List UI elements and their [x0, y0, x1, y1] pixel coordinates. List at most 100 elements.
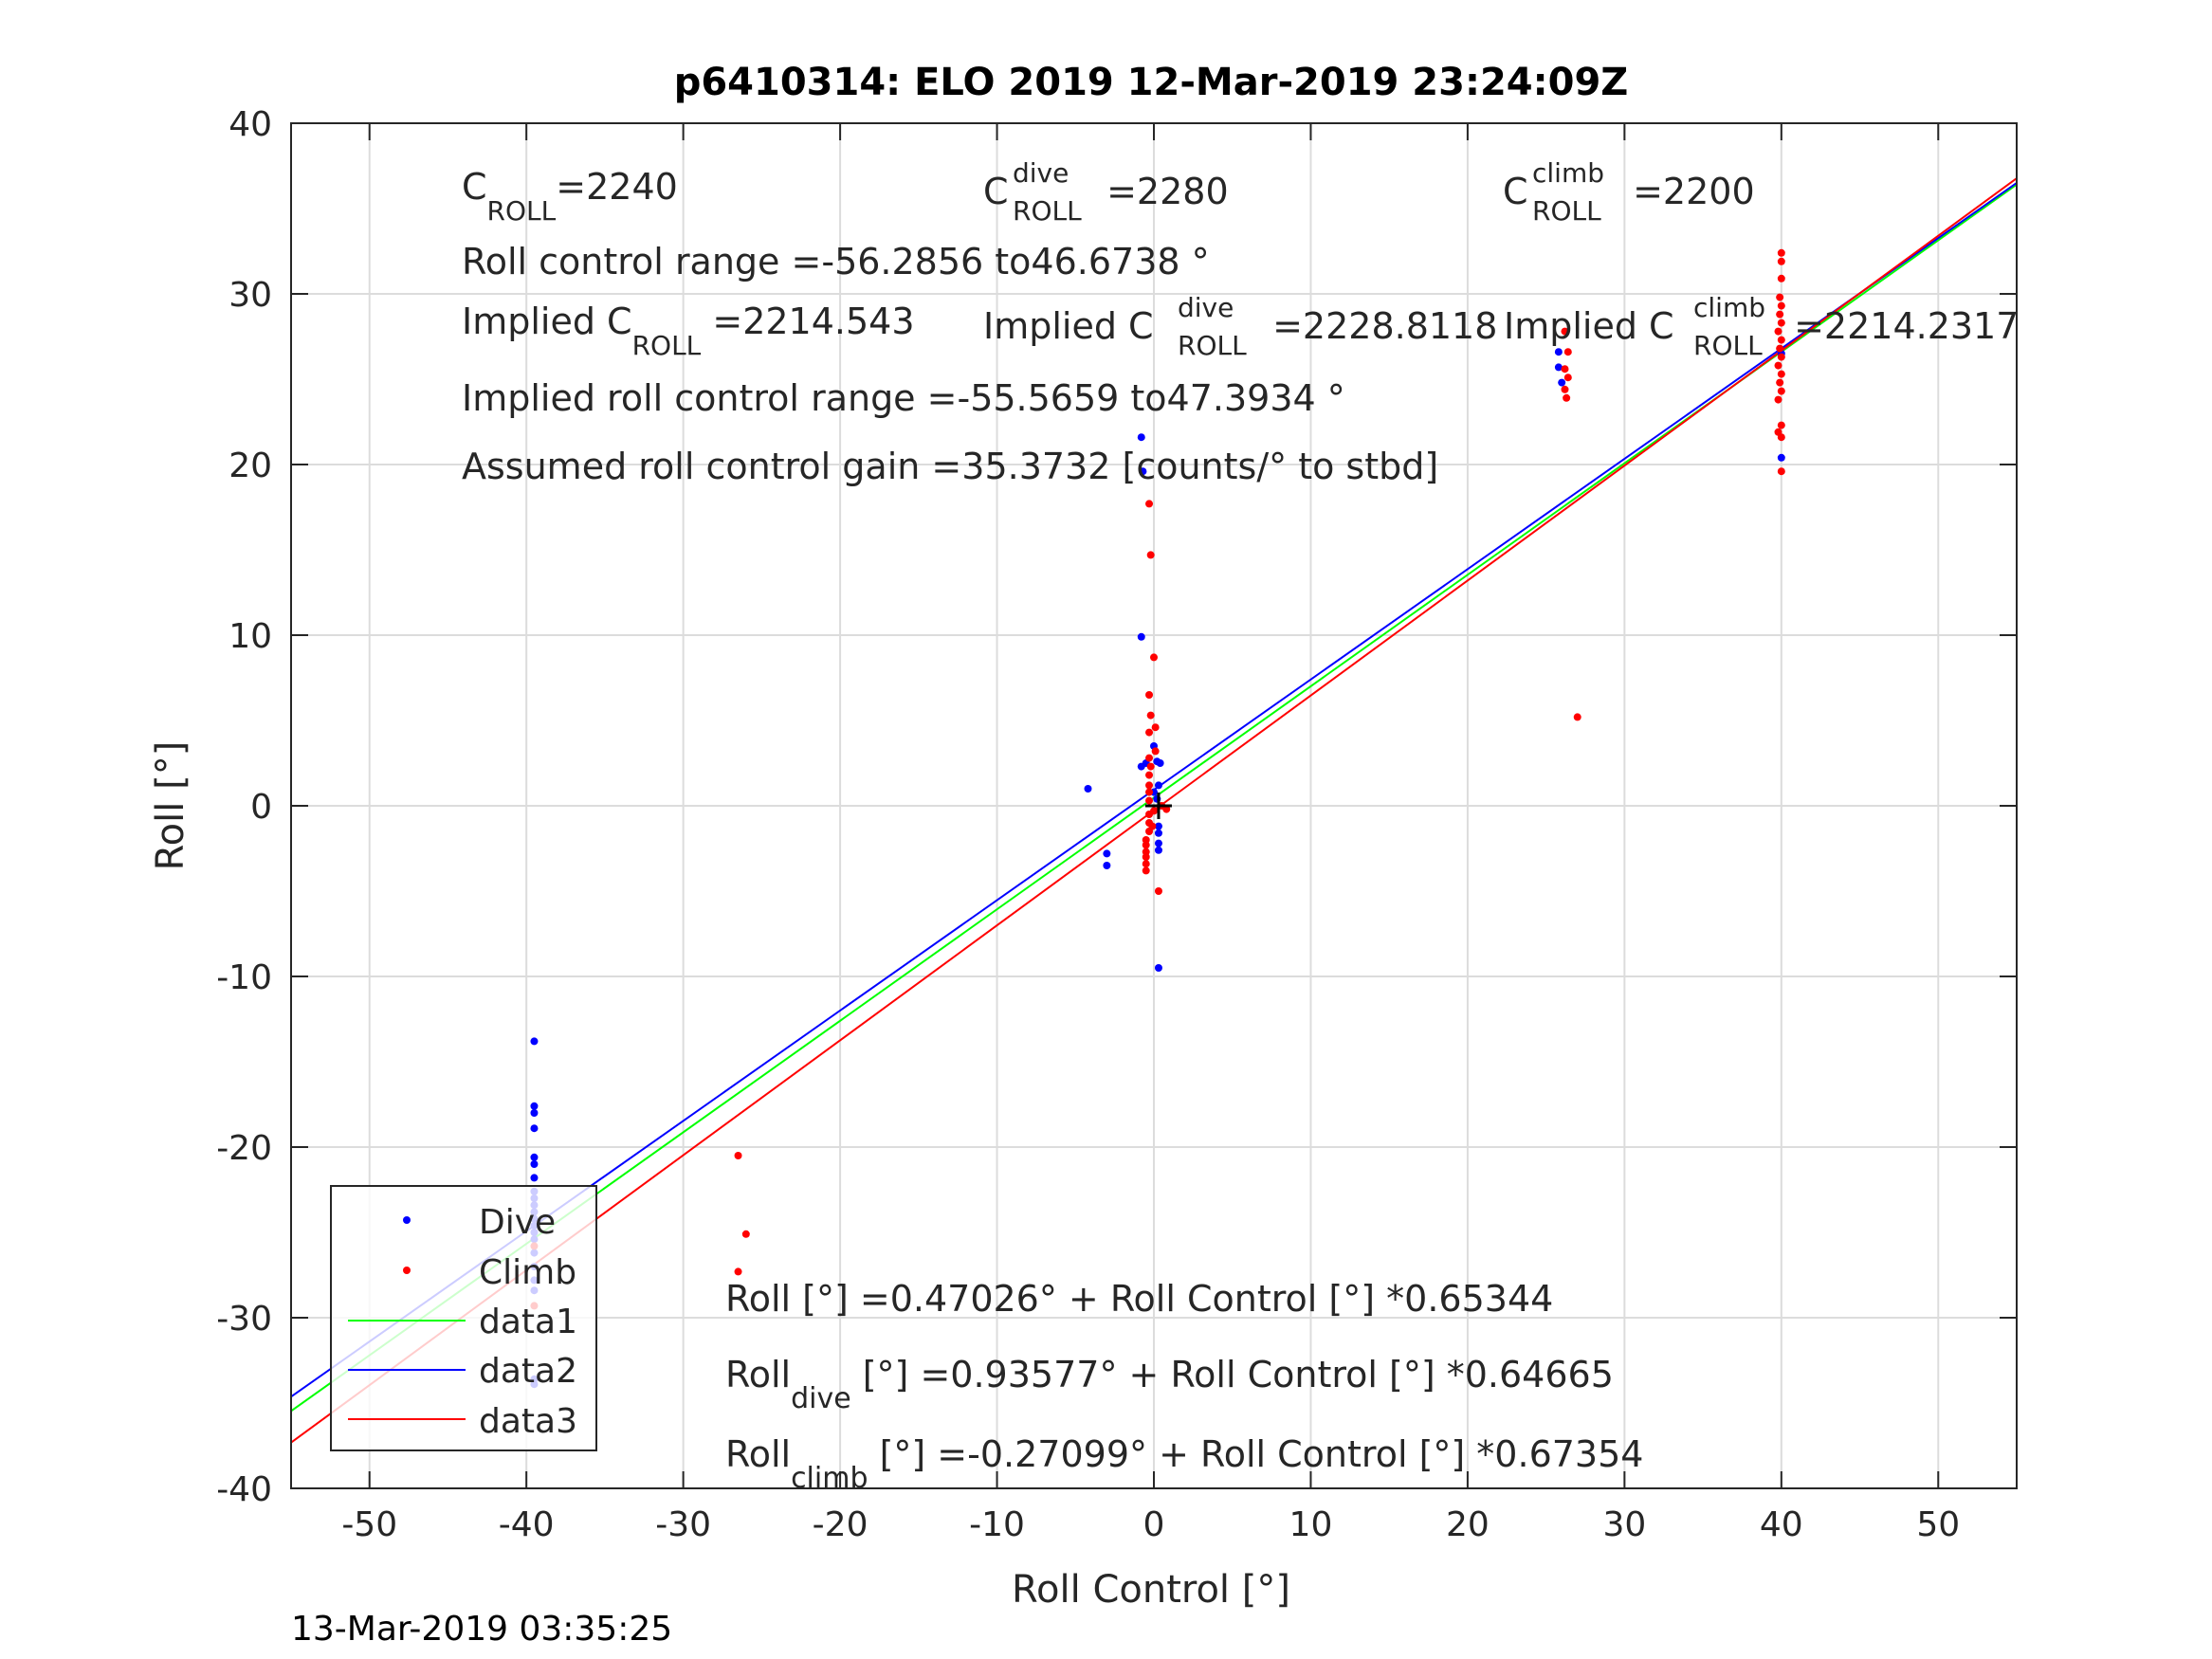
dive-point [1154, 822, 1162, 830]
legend-dive-label: Dive [479, 1203, 556, 1242]
climb-point [1151, 747, 1160, 756]
x-tick-label: 40 [1760, 1505, 1803, 1544]
climb-point [1776, 344, 1784, 353]
x-tick-label: 50 [1916, 1505, 1960, 1544]
x-tick-label: 0 [1143, 1505, 1165, 1544]
climb-point [1142, 853, 1150, 861]
climb-point [1146, 551, 1155, 559]
legend-dive-marker [403, 1216, 411, 1224]
climb-point [1776, 378, 1784, 387]
dive-point [1103, 862, 1111, 869]
climb-point [1777, 433, 1785, 442]
climb-point [1146, 762, 1155, 771]
climb-point [1146, 711, 1155, 720]
climb-point [1563, 374, 1572, 382]
y-axis-label: Roll [°] [149, 741, 192, 871]
climb-point [734, 1152, 742, 1159]
legend-climb-marker [403, 1267, 411, 1274]
climb-point [1563, 348, 1572, 356]
dive-point [1139, 467, 1147, 476]
y-tick-label: 20 [229, 447, 272, 485]
gain-text: Assumed roll control gain =35.3732 [coun… [462, 446, 1438, 487]
fit-all-text: Roll [°] =0.47026° + Roll Control [°] *0… [725, 1278, 1553, 1320]
y-tick-label: 10 [229, 617, 272, 656]
axes [290, 122, 2018, 1489]
climb-point [1145, 728, 1154, 737]
climb-point [1150, 653, 1158, 662]
climb-point [1777, 319, 1785, 327]
climb-point [1777, 248, 1785, 257]
c-roll-annotation: CROLL=2240 [462, 166, 678, 227]
climb-point [1561, 365, 1569, 374]
climb-point [1563, 393, 1571, 402]
y-tick-labels: -40 -30 -20 -10 0 10 20 30 40 [216, 105, 272, 1509]
dive-point [1558, 378, 1566, 387]
y-tick-label: -40 [216, 1470, 272, 1509]
implied-c-roll-text: Implied CROLL =2214.543 [462, 301, 915, 361]
x-axis-label: Roll Control [°] [1012, 1568, 1290, 1612]
y-tick-label: 40 [229, 105, 272, 144]
climb-point [1774, 327, 1782, 336]
y-tick-label: -30 [216, 1300, 272, 1339]
dive-point [530, 1037, 539, 1046]
climb-point [1774, 395, 1782, 404]
climb-point [1777, 467, 1785, 476]
climb-point [1150, 807, 1158, 815]
y-tick-label: 0 [250, 788, 272, 827]
dive-point [530, 1109, 539, 1117]
legend-climb-label: Climb [479, 1253, 576, 1292]
x-tick-label: -50 [341, 1505, 397, 1544]
x-tick-labels: -50 -40 -30 -20 -10 0 10 20 30 40 50 [341, 1505, 1960, 1544]
legend: Dive Climb data1 data2 data3 [330, 1185, 597, 1451]
x-tick-label: 20 [1446, 1505, 1490, 1544]
dive-point [1154, 781, 1162, 790]
legend-data2-label: data2 [479, 1352, 577, 1391]
dive-point [1137, 632, 1145, 641]
dive-point [1777, 453, 1785, 462]
dive-point [1554, 363, 1563, 372]
y-tick-label: 30 [229, 276, 272, 315]
climb-point [1151, 723, 1160, 732]
climb-point [1777, 353, 1785, 361]
dive-point [1154, 829, 1162, 837]
climb-point [1145, 771, 1154, 779]
fit-climb-text: Rollclimb [°] =-0.27099° + Roll Control … [725, 1433, 1643, 1495]
climb-point [1573, 713, 1581, 721]
climb-point [1561, 327, 1569, 336]
dive-point [530, 1160, 539, 1168]
dive-point [530, 1102, 539, 1110]
climb-point [1776, 310, 1784, 319]
dive-point [1156, 759, 1164, 767]
chart-title: p6410314: ELO 2019 12-Mar-2019 23:24:09Z [674, 61, 1629, 104]
dive-point [1084, 785, 1092, 793]
roll-control-range-text: Roll control range =-56.2856 to46.6738 ° [462, 241, 1210, 283]
dive-point [530, 1124, 539, 1133]
x-tick-label: -10 [969, 1505, 1025, 1544]
climb-point [1142, 866, 1150, 875]
dive-point [1554, 348, 1563, 356]
dive-point [530, 1174, 539, 1182]
dive-point [1154, 839, 1162, 848]
x-tick-label: -30 [655, 1505, 711, 1544]
dive-point [1137, 433, 1145, 442]
y-tick-label: -20 [216, 1129, 272, 1168]
climb-point [1777, 421, 1785, 429]
legend-box [330, 1185, 597, 1451]
fit-dive-text: Rolldive [°] =0.93577° + Roll Control [°… [725, 1354, 1614, 1415]
climb-point [1154, 887, 1162, 895]
plot-frame [290, 122, 2018, 1489]
climb-point [1145, 781, 1154, 790]
climb-point [1561, 385, 1569, 393]
climb-point [1145, 691, 1154, 699]
dive-point [1154, 846, 1162, 854]
climb-point [1145, 796, 1154, 805]
climb-point [1774, 361, 1782, 370]
y-tick-label: -10 [216, 958, 272, 997]
climb-point [1777, 301, 1785, 310]
climb-point [734, 1267, 742, 1276]
